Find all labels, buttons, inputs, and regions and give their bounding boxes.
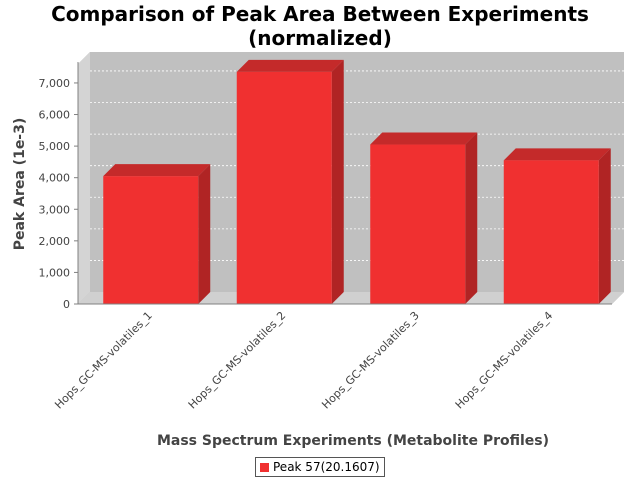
bar xyxy=(370,132,478,304)
bar xyxy=(103,164,211,304)
bar-side xyxy=(598,148,611,304)
bars xyxy=(103,59,611,304)
x-tick-label: Hops_GC-MS-volatiles_2 xyxy=(186,309,289,412)
bar-top xyxy=(370,132,478,145)
bar-front xyxy=(370,144,466,304)
bar-side xyxy=(331,59,344,304)
bar-top xyxy=(236,59,344,72)
legend-label: Peak 57(20.1607) xyxy=(273,460,380,474)
chart-title-line-2: (normalized) xyxy=(248,26,392,50)
y-tick-label: 2,000 xyxy=(39,235,71,248)
y-tick-label: 4,000 xyxy=(39,172,71,185)
bar-side xyxy=(198,164,211,304)
axes xyxy=(74,62,612,305)
plot-floor xyxy=(78,292,624,304)
bar-top xyxy=(103,164,211,177)
chart-title-line-1: Comparison of Peak Area Between Experime… xyxy=(51,2,589,26)
bar-top xyxy=(503,148,611,161)
y-tick-label: 1,000 xyxy=(39,266,71,279)
x-tick-label: Hops_GC-MS-volatiles_4 xyxy=(453,309,556,412)
bar-front xyxy=(503,160,599,304)
y-tick-label: 7,000 xyxy=(39,77,71,90)
bar xyxy=(503,148,611,304)
bar-front xyxy=(103,176,199,304)
plot-background xyxy=(78,52,624,304)
bar xyxy=(236,59,344,304)
x-axis-label: Mass Spectrum Experiments (Metabolite Pr… xyxy=(157,433,549,449)
x-tick-label: Hops_GC-MS-volatiles_1 xyxy=(52,309,155,412)
bar-side xyxy=(465,132,478,304)
x-tick-label: Hops_GC-MS-volatiles_3 xyxy=(319,309,422,412)
y-axis-label: Peak Area (1e-3) xyxy=(12,118,28,251)
y-tick-label: 3,000 xyxy=(39,203,71,216)
plot-left-wall xyxy=(78,52,90,304)
y-tick-labels: 0 1,000 2,000 3,000 4,000 5,000 6,000 7,000 xyxy=(39,77,71,311)
x-tick-labels: Hops_GC-MS-volatiles_1 Hops_GC-MS-volatil… xyxy=(52,309,555,412)
chart-title: Comparison of Peak Area Between Experime… xyxy=(0,2,640,50)
legend: Peak 57(20.1607) xyxy=(255,457,385,477)
y-tick-label: 6,000 xyxy=(39,109,71,122)
y-tick-label: 0 xyxy=(63,298,70,311)
y-tick-label: 5,000 xyxy=(39,140,71,153)
plot-back-wall xyxy=(78,52,624,304)
bar-front xyxy=(236,71,332,304)
legend-swatch xyxy=(260,462,269,472)
